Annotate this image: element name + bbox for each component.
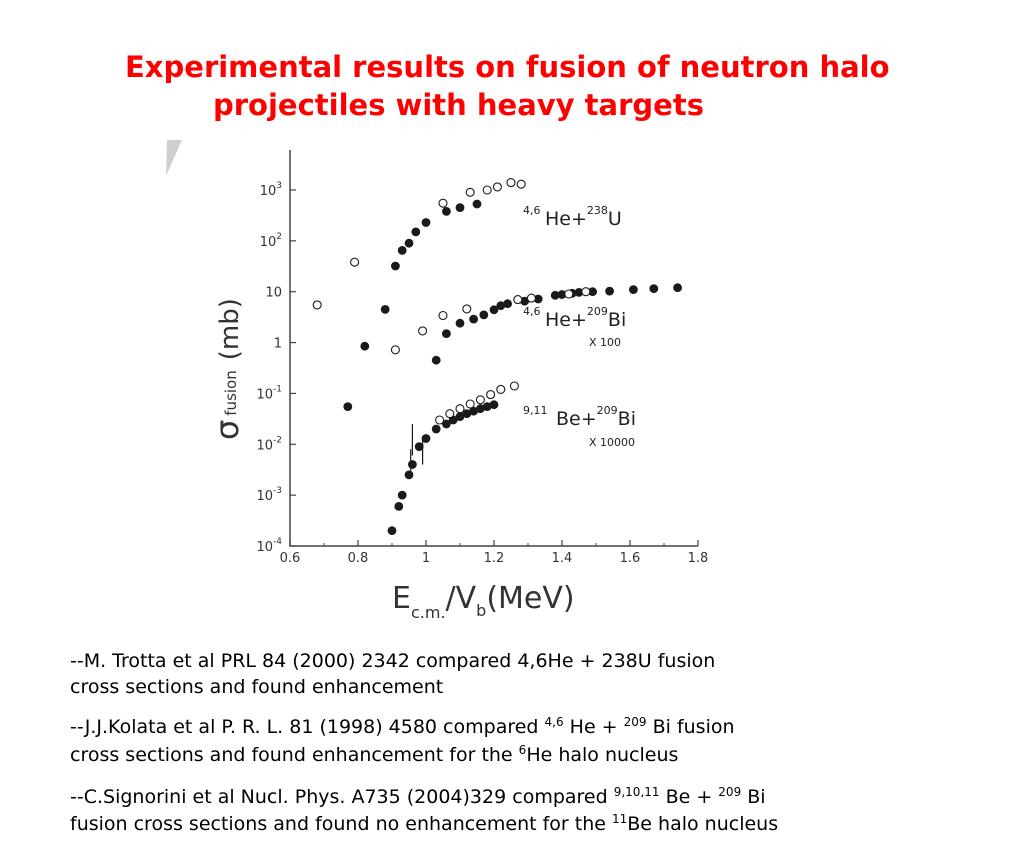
data-point-filled bbox=[479, 310, 489, 320]
data-point-filled bbox=[407, 460, 417, 469]
data-point-open bbox=[465, 187, 475, 197]
annotation-he-u: 4,6 He+238U bbox=[523, 204, 622, 230]
data-point-filled bbox=[489, 400, 499, 410]
reference-kolata-line-1: --J.J.Kolata et al P. R. L. 81 (1998) 45… bbox=[70, 715, 735, 738]
data-point-open bbox=[455, 404, 465, 414]
data-point-filled bbox=[441, 206, 451, 216]
reference-kolata-line-2: cross sections and found enhancement for… bbox=[70, 743, 679, 766]
data-point-filled bbox=[441, 329, 451, 339]
data-point-open bbox=[492, 182, 502, 192]
y-tick-label: 10-4 bbox=[256, 537, 282, 555]
annotation-he-bi-scale: X 100 bbox=[589, 336, 621, 349]
data-point-filled bbox=[455, 203, 465, 213]
data-point-filled bbox=[397, 490, 407, 500]
reference-trotta-line-2: cross sections and found enhancement bbox=[70, 676, 444, 698]
data-point-open bbox=[516, 179, 526, 189]
data-point-filled bbox=[431, 424, 441, 434]
x-tick-label: 0.6 bbox=[280, 551, 301, 566]
data-point-filled bbox=[503, 299, 513, 309]
data-point-filled bbox=[469, 314, 479, 324]
data-point-filled bbox=[421, 218, 431, 227]
slide-title-line-1: Experimental results on fusion of neutro… bbox=[125, 50, 890, 84]
data-point-filled bbox=[343, 402, 353, 412]
data-point-filled bbox=[411, 227, 421, 237]
data-point-filled bbox=[472, 199, 482, 209]
reference-trotta-line-1: --M. Trotta et al PRL 84 (2000) 2342 com… bbox=[70, 650, 716, 672]
data-point-filled bbox=[629, 285, 638, 295]
x-tick-label: 1.4 bbox=[552, 551, 573, 566]
reference-signorini-line-2: fusion cross sections and found no enhan… bbox=[70, 812, 779, 835]
x-tick-label: 1.2 bbox=[484, 551, 505, 566]
data-point-open bbox=[482, 185, 492, 195]
x-tick-label: 0.8 bbox=[348, 551, 369, 566]
data-point-filled bbox=[649, 284, 659, 294]
x-tick-label: 1.6 bbox=[620, 551, 641, 566]
data-point-open bbox=[506, 178, 516, 188]
y-tick-label: 10-1 bbox=[256, 384, 282, 402]
data-point-filled bbox=[397, 245, 407, 255]
data-point-open bbox=[438, 198, 448, 208]
fusion-cross-section-chart: 0.6 0.8 1 1.2 1.4 1.6 1.8 10310210110-110-210-… bbox=[166, 140, 709, 622]
x-axis: 0.6 0.8 1 1.2 1.4 1.6 1.8 bbox=[280, 540, 709, 566]
data-point-filled bbox=[360, 341, 370, 351]
y-tick-label: 10-2 bbox=[256, 435, 282, 453]
data-point-open bbox=[312, 300, 322, 310]
data-point-filled bbox=[489, 305, 499, 315]
data-point-filled bbox=[387, 526, 397, 536]
data-point-open bbox=[435, 415, 445, 425]
annotation-be-bi: 9,11 Be+209Bi bbox=[523, 404, 636, 430]
data-point-open bbox=[475, 395, 485, 405]
y-tick-label: 10 bbox=[265, 286, 282, 301]
y-tick-label: 102 bbox=[260, 232, 282, 250]
data-point-filled bbox=[394, 501, 404, 511]
data-point-filled bbox=[431, 355, 441, 365]
data-point-open bbox=[581, 287, 591, 297]
data-point-open bbox=[350, 257, 360, 267]
x-tick-label: 1 bbox=[422, 551, 430, 566]
data-point-filled bbox=[404, 238, 414, 248]
data-point-filled bbox=[441, 419, 451, 429]
data-point-open bbox=[513, 295, 523, 305]
data-point-open bbox=[465, 399, 475, 409]
data-point-open bbox=[509, 381, 519, 391]
data-point-filled bbox=[605, 286, 614, 296]
annotation-be-bi-scale: X 10000 bbox=[589, 436, 635, 449]
data-point-filled bbox=[380, 304, 390, 314]
y-tick-label: 1 bbox=[274, 337, 282, 352]
data-point-open bbox=[526, 293, 536, 303]
data-point-open bbox=[564, 289, 574, 299]
error-bars bbox=[410, 424, 424, 471]
reference-signorini-line-1: --C.Signorini et al Nucl. Phys. A735 (20… bbox=[70, 785, 766, 808]
data-point-open bbox=[445, 409, 455, 419]
data-point-open bbox=[462, 304, 472, 314]
slide-title-line-2: projectiles with heavy targets bbox=[213, 88, 704, 122]
data-point-filled bbox=[404, 470, 414, 480]
data-point-filled bbox=[455, 318, 465, 328]
plot-axes bbox=[289, 150, 698, 547]
data-point-open bbox=[496, 384, 506, 394]
data-point-filled bbox=[673, 283, 682, 293]
x-tick-label: 1.8 bbox=[688, 551, 709, 566]
data-point-filled bbox=[390, 261, 400, 271]
data-point-filled bbox=[421, 434, 431, 443]
y-axis-label: σfusion(mb) bbox=[208, 298, 246, 440]
data-point-open bbox=[418, 326, 428, 336]
x-axis-label: Ec.m./Vb(MeV) bbox=[392, 581, 575, 622]
data-point-open bbox=[390, 345, 400, 355]
scan-artifact bbox=[166, 140, 182, 176]
data-points bbox=[312, 178, 682, 536]
y-tick-label: 10-3 bbox=[256, 486, 282, 504]
y-tick-label: 103 bbox=[260, 181, 282, 199]
annotation-he-bi: 4,6 He+209Bi bbox=[523, 305, 626, 331]
data-point-open bbox=[486, 390, 496, 400]
data-point-open bbox=[438, 310, 448, 321]
